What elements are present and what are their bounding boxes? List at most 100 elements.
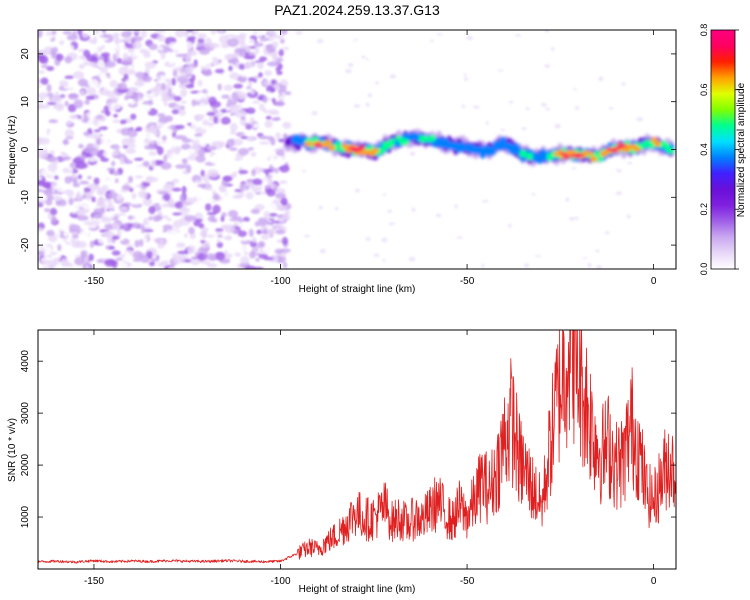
signal-cell	[526, 152, 534, 161]
noise-blob	[276, 188, 286, 195]
noise-blob	[311, 110, 318, 116]
noise-blob	[64, 129, 75, 138]
noise-blob	[319, 248, 326, 254]
noise-blob	[621, 82, 626, 86]
noise-blob	[176, 76, 189, 84]
noise-blob	[240, 69, 246, 78]
noise-blob	[156, 193, 162, 201]
noise-blob	[230, 129, 236, 136]
noise-blob	[45, 156, 58, 162]
noise-blob	[169, 197, 174, 205]
noise-blob	[63, 138, 68, 145]
noise-blob	[64, 175, 73, 184]
noise-blob	[179, 194, 185, 203]
noise-blob	[107, 209, 115, 219]
noise-blob	[264, 70, 273, 76]
noise-blob	[253, 42, 264, 48]
noise-blob	[272, 41, 279, 48]
noise-blob	[78, 180, 90, 185]
noise-blob	[147, 90, 152, 94]
noise-blob	[218, 35, 230, 44]
noise-blob	[269, 155, 275, 162]
noise-blob	[269, 87, 276, 93]
noise-blob	[239, 182, 245, 192]
noise-blob	[53, 175, 59, 180]
noise-blob	[277, 138, 285, 143]
noise-blob	[228, 209, 239, 218]
y-tick-label: 4000	[20, 350, 31, 373]
noise-blob	[565, 197, 570, 202]
noise-blob	[38, 151, 45, 159]
noise-blob	[273, 34, 285, 40]
noise-blob	[197, 33, 207, 39]
noise-blob	[38, 176, 43, 181]
noise-blob	[77, 78, 89, 87]
noise-blob	[233, 244, 245, 253]
noise-blob	[182, 203, 187, 212]
noise-blob	[137, 97, 144, 101]
noise-blob	[179, 71, 187, 77]
noise-blob	[246, 203, 252, 210]
noise-blob	[162, 135, 167, 141]
noise-blob	[195, 154, 206, 163]
noise-blob	[127, 175, 134, 183]
signal-cell	[576, 152, 584, 157]
noise-blob	[143, 217, 149, 226]
noise-blob	[266, 223, 273, 230]
noise-blob	[238, 218, 244, 223]
noise-blob	[217, 83, 222, 91]
noise-blob	[124, 95, 129, 101]
noise-blob	[118, 215, 127, 221]
noise-blob	[38, 92, 50, 99]
noise-blob	[103, 33, 114, 43]
noise-blob	[201, 227, 209, 233]
noise-blob	[64, 156, 72, 161]
noise-blob	[435, 213, 442, 218]
noise-blob	[237, 147, 250, 156]
noise-blob	[258, 90, 267, 95]
noise-blob	[76, 210, 84, 216]
noise-blob	[48, 119, 59, 124]
noise-blob	[145, 233, 151, 239]
noise-blob	[196, 91, 202, 101]
noise-blob	[112, 171, 120, 176]
noise-blob	[282, 121, 292, 129]
noise-blob	[318, 205, 324, 210]
noise-blob	[239, 41, 246, 49]
noise-blob	[67, 103, 77, 113]
noise-blob	[77, 30, 83, 36]
noise-blob	[237, 230, 248, 238]
noise-blob	[373, 253, 380, 257]
y-tick-label: 10	[20, 96, 31, 108]
noise-blob	[115, 257, 122, 261]
noise-blob	[181, 185, 187, 194]
noise-blob	[184, 215, 197, 222]
noise-blob	[71, 64, 78, 71]
noise-blob	[202, 63, 213, 69]
noise-blob	[88, 147, 99, 157]
noise-blob	[210, 30, 217, 35]
noise-blob	[276, 155, 283, 163]
noise-blob	[206, 234, 215, 238]
noise-blob	[245, 185, 250, 190]
noise-blob	[266, 61, 278, 67]
noise-blob	[149, 124, 157, 133]
noise-blob	[88, 253, 95, 262]
noise-blob	[92, 133, 100, 140]
noise-blob	[78, 143, 84, 149]
noise-blob	[268, 212, 278, 217]
noise-blob	[101, 184, 109, 192]
noise-blob	[67, 262, 74, 268]
noise-blob	[181, 138, 192, 143]
noise-blob	[111, 250, 121, 256]
noise-blob	[53, 178, 62, 184]
noise-blob	[166, 149, 174, 156]
noise-blob	[301, 169, 307, 173]
noise-blob	[169, 230, 179, 236]
signal-band	[284, 128, 675, 167]
noise-blob	[98, 126, 109, 131]
noise-blob	[347, 62, 354, 68]
noise-blob	[200, 239, 206, 244]
noise-blob	[215, 228, 224, 232]
signal-cell	[633, 146, 641, 153]
